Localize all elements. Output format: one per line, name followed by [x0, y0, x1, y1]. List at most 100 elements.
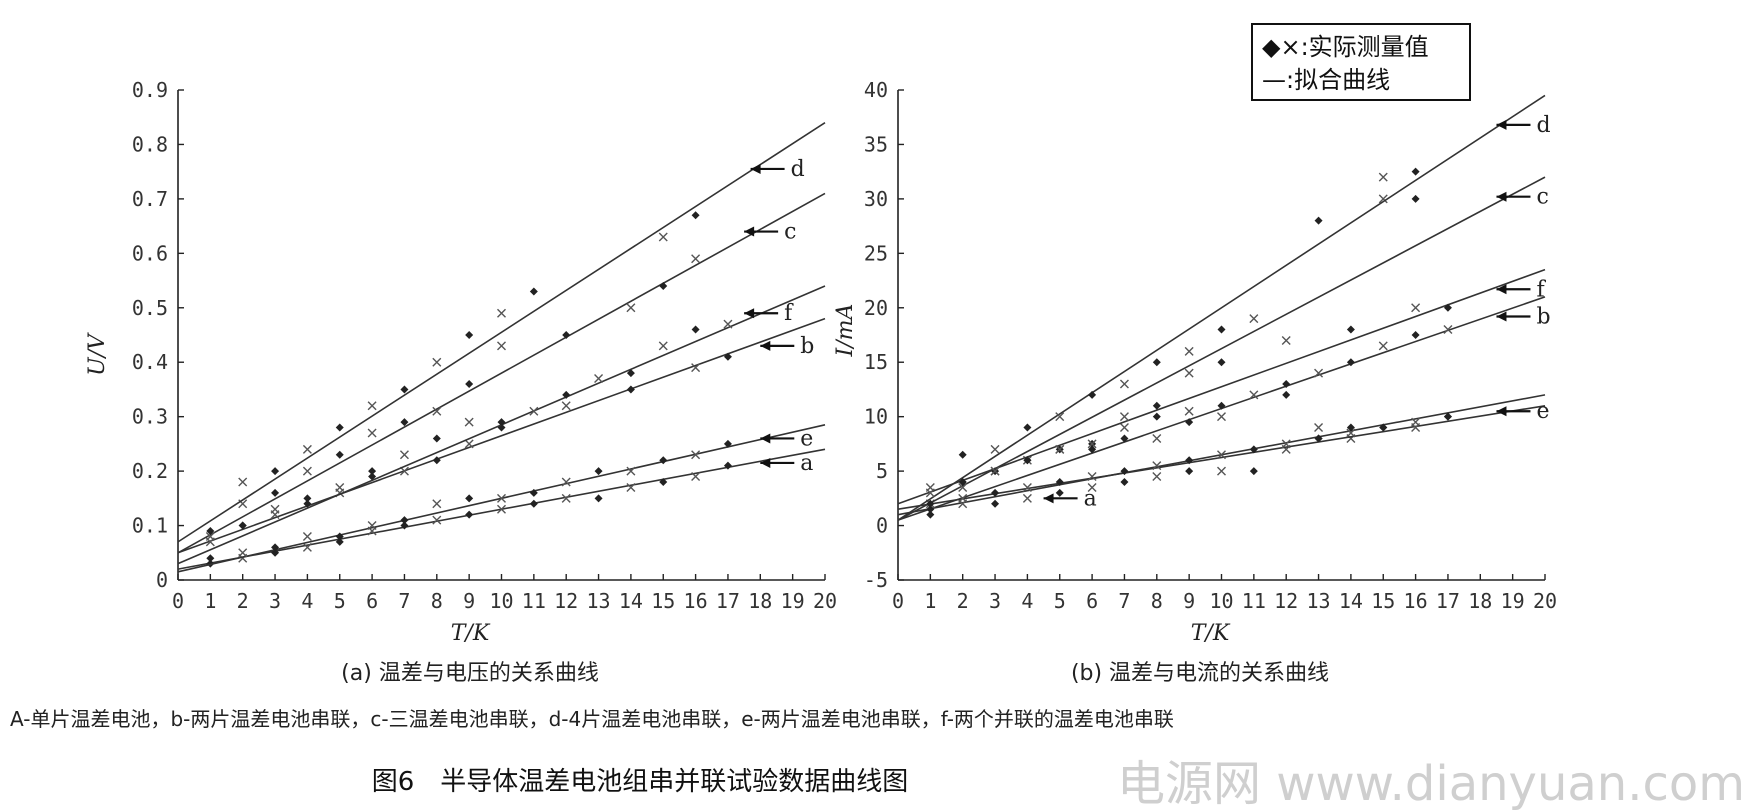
current-chart-point-f: [1184, 368, 1194, 378]
voltage-chart-point-f: [464, 417, 474, 427]
current-chart-point-e: [1055, 478, 1064, 486]
voltage-chart-point-f: [626, 369, 635, 378]
voltage-chart-point-e: [206, 554, 215, 563]
current-chart-fit-line-f: [897, 268, 1546, 505]
voltage-chart-x-tick-label: 20: [813, 589, 837, 613]
current-chart-point-f: [1443, 303, 1452, 312]
current-chart-arrowhead-d: [1496, 119, 1507, 130]
current-chart-point-f: [958, 478, 967, 486]
voltage-chart-x-tick-label: 16: [684, 589, 708, 613]
voltage-chart-point-e: [723, 439, 732, 448]
voltage-chart-y-tick-label: 0.6: [132, 241, 168, 265]
current-chart-point-b: [1443, 325, 1453, 335]
current-chart-point-e: [926, 499, 935, 508]
voltage-chart-point-f: [658, 341, 668, 351]
current-chart-y-tick-label: 5: [876, 459, 888, 483]
voltage-chart-point-e: [400, 516, 409, 525]
current-chart-series-label-c: c: [1536, 185, 1548, 210]
current-chart-point-d: [1249, 314, 1259, 324]
current-chart-point-a: [1022, 493, 1032, 503]
voltage-chart-point-f: [691, 325, 700, 334]
voltage-chart-fit-line-c: [177, 192, 826, 554]
voltage-chart-point-d: [497, 308, 506, 318]
watermark: 电源网 www.dianyuan.com: [1117, 756, 1745, 811]
current-chart-point-b: [1152, 412, 1161, 421]
current-chart-point-c: [1282, 390, 1291, 399]
voltage-chart-fit-line-d: [177, 121, 826, 543]
voltage-chart-point-f: [562, 390, 571, 399]
voltage-chart-x-tick-label: 15: [651, 589, 675, 613]
voltage-chart-x-tick-label: 9: [463, 589, 475, 613]
legend-box: [1251, 23, 1471, 101]
current-chart-point-a: [1217, 466, 1226, 476]
current-chart-x-tick-label: 10: [1209, 589, 1233, 613]
current-chart-fit-line-c: [897, 176, 1546, 521]
current-chart-x-tick-label: 2: [957, 589, 969, 613]
current-chart-point-c: [1087, 439, 1097, 449]
voltage-chart-y-tick-label: 0.1: [132, 514, 168, 538]
current-chart-caption: (b) 温差与电流的关系曲线: [1071, 661, 1329, 686]
voltage-chart-point-c: [302, 466, 312, 476]
current-chart-series-label-b: b: [1536, 304, 1550, 329]
current-chart-point-b: [1346, 358, 1355, 367]
series-note: A-单片温差电池，b-两片温差电池串联，c-三温差电池串联，d-4片温差电池串联…: [10, 707, 1174, 731]
current-chart-x-tick-label: 8: [1151, 589, 1163, 613]
current-chart-y-tick-label: 15: [864, 350, 888, 374]
voltage-chart-point-f: [205, 531, 215, 541]
current-chart-point-c: [958, 482, 968, 492]
current-chart-point-d: [990, 444, 1000, 454]
current-chart-y-tick-label: 25: [864, 241, 888, 265]
voltage-chart-x-tick-label: 11: [522, 589, 546, 613]
current-chart-point-e: [958, 493, 968, 503]
voltage-chart-x-tick-label: 17: [716, 589, 740, 613]
current-chart-x-tick-label: 16: [1404, 589, 1428, 613]
voltage-chart-x-tick-label: 5: [334, 589, 346, 613]
current-chart-point-e: [1346, 428, 1356, 438]
current-chart-point-e: [1217, 450, 1226, 460]
current-chart-point-d: [1314, 216, 1323, 225]
current-chart-point-f: [1119, 412, 1129, 422]
voltage-chart-point-e: [529, 488, 538, 497]
voltage-chart-x-tick-label: 3: [269, 589, 281, 613]
current-chart-x-tick-label: 4: [1021, 589, 1033, 613]
voltage-chart-point-a: [561, 493, 571, 503]
voltage-chart-point-b: [723, 352, 732, 361]
current-chart-point-d: [1088, 390, 1097, 399]
current-chart-series-label-f: f: [1536, 277, 1546, 302]
current-chart-point-c: [1152, 433, 1162, 443]
voltage-chart-point-e: [626, 466, 636, 476]
voltage-chart-series-label-a: a: [800, 451, 813, 476]
current-chart-point-d: [1055, 412, 1065, 422]
voltage-chart-point-b: [303, 499, 312, 508]
voltage-chart-x-tick-label: 7: [398, 589, 410, 613]
current-chart-arrowhead-a: [1043, 493, 1054, 504]
voltage-chart-arrowhead-e: [760, 433, 771, 444]
current-chart-point-c: [1378, 194, 1388, 204]
current-chart-x-tick-label: 13: [1307, 589, 1331, 613]
voltage-chart-point-b: [561, 401, 571, 411]
current-chart-point-f: [1281, 335, 1291, 345]
voltage-chart-point-f: [432, 434, 441, 443]
current-chart-point-e: [1022, 482, 1032, 492]
current-chart-arrowhead-b: [1496, 311, 1507, 322]
voltage-chart-x-tick-label: 2: [237, 589, 249, 613]
current-chart-point-a: [926, 510, 935, 519]
current-chart-point-e: [1120, 467, 1129, 476]
current-chart-point-a: [1249, 467, 1258, 476]
voltage-chart-series-label-f: f: [784, 301, 794, 326]
current-chart-point-b: [1249, 390, 1259, 400]
current-chart-series-label-d: d: [1536, 113, 1550, 138]
voltage-chart-y-tick-label: 0.9: [132, 78, 168, 102]
figure-title: 图6 半导体温差电池组串并联试验数据曲线图: [372, 767, 909, 797]
voltage-chart-point-f: [368, 467, 377, 476]
current-chart-point-d: [1184, 346, 1194, 356]
voltage-chart-point-f: [303, 494, 312, 503]
voltage-chart-point-a: [659, 478, 668, 486]
voltage-chart-point-d: [367, 401, 377, 411]
voltage-chart-x-tick-label: 4: [301, 589, 313, 613]
current-chart-ylabel: I/mA: [833, 304, 858, 358]
voltage-chart-point-a: [302, 542, 312, 552]
voltage-chart-point-f: [335, 482, 345, 492]
voltage-chart-point-f: [723, 319, 733, 329]
voltage-chart-point-d: [465, 331, 474, 339]
